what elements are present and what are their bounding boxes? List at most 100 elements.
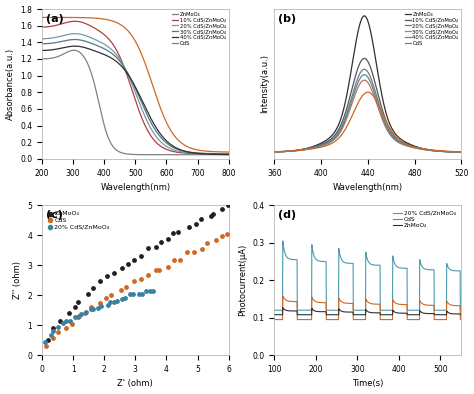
CdS: [200, 149, 206, 153]
20% CdS/ZnMoO₄: [458, 150, 464, 154]
CdS: [226, 150, 231, 154]
CdS: [96, 300, 104, 307]
20% CdS/ZnMoO₄: [90, 306, 97, 312]
X-axis label: Wavelength(nm): Wavelength(nm): [333, 183, 403, 192]
CdS: [75, 313, 83, 319]
ZnMoO₄: [192, 221, 200, 227]
20% CdS/ZnMoO₄: [74, 314, 82, 320]
CdS: [280, 294, 286, 298]
20% CdS/ZnMoO₄: [360, 67, 366, 72]
10% CdS/ZnMoO₄: [360, 56, 366, 61]
CdS: [155, 267, 163, 273]
ZnMoO₄: [71, 304, 79, 310]
ZnMoO₄: [407, 312, 412, 317]
30% CdS/ZnMoO₄: [454, 150, 460, 154]
20% CdS/ZnMoO₄: [362, 67, 367, 72]
ZnMoO₄: [374, 310, 380, 315]
Legend: ZnMoO₄, 10% CdS/ZnMoO₄, 20% CdS/ZnMoO₄, 30% CdS/ZnMoO₄, 40% CdS/ZnMoO₄, CdS: ZnMoO₄, 10% CdS/ZnMoO₄, 20% CdS/ZnMoO₄, …: [404, 12, 458, 46]
20% CdS/ZnMoO₄: [129, 291, 137, 297]
CdS: [374, 302, 380, 307]
CdS: [55, 329, 62, 335]
ZnMoO₄: [118, 265, 126, 271]
40% CdS/ZnMoO₄: [425, 148, 431, 152]
ZnMoO₄: [153, 152, 158, 157]
ZnMoO₄: [158, 152, 164, 157]
40% CdS/ZnMoO₄: [362, 72, 367, 77]
30% CdS/ZnMoO₄: [153, 128, 158, 133]
Line: ZnMoO₄: ZnMoO₄: [42, 50, 228, 155]
ZnMoO₄: [373, 58, 379, 63]
ZnMoO₄: [152, 243, 160, 250]
ZnMoO₄: [174, 229, 182, 235]
CdS: [330, 317, 336, 322]
20% CdS/ZnMoO₄: [41, 339, 49, 346]
CdS: [102, 295, 110, 301]
ZnMoO₄: [124, 261, 132, 268]
Line: 30% CdS/ZnMoO₄: 30% CdS/ZnMoO₄: [42, 39, 228, 154]
ZnMoO₄: [74, 299, 82, 305]
CdS: [144, 272, 151, 279]
20% CdS/ZnMoO₄: [135, 290, 142, 297]
ZnMoO₄: [458, 150, 464, 154]
X-axis label: Z' (ohm): Z' (ohm): [118, 379, 153, 388]
10% CdS/ZnMoO₄: [148, 133, 154, 138]
Text: (c): (c): [46, 210, 63, 220]
Line: 20% CdS/ZnMoO₄: 20% CdS/ZnMoO₄: [274, 69, 461, 152]
Line: 30% CdS/ZnMoO₄: 30% CdS/ZnMoO₄: [274, 80, 461, 152]
CdS: [212, 237, 220, 243]
CdS: [122, 284, 130, 290]
CdS: [272, 317, 277, 322]
X-axis label: Wavelength(nm): Wavelength(nm): [100, 183, 170, 192]
ZnMoO₄: [96, 278, 104, 284]
ZnMoO₄: [200, 152, 206, 157]
ZnMoO₄: [454, 150, 460, 154]
20% CdS/ZnMoO₄: [280, 239, 286, 243]
10% CdS/ZnMoO₄: [181, 151, 187, 155]
40% CdS/ZnMoO₄: [454, 150, 460, 154]
ZnMoO₄: [208, 213, 215, 219]
20% CdS/ZnMoO₄: [104, 301, 111, 308]
40% CdS/ZnMoO₄: [373, 95, 379, 100]
40% CdS/ZnMoO₄: [153, 125, 158, 129]
10% CdS/ZnMoO₄: [39, 25, 45, 30]
10% CdS/ZnMoO₄: [425, 147, 431, 152]
30% CdS/ZnMoO₄: [360, 78, 366, 83]
CdS: [272, 149, 277, 154]
40% CdS/ZnMoO₄: [158, 132, 164, 137]
CdS: [147, 76, 153, 81]
10% CdS/ZnMoO₄: [454, 150, 460, 154]
CdS: [203, 240, 211, 246]
X-axis label: Time(s): Time(s): [352, 379, 383, 388]
20% CdS/ZnMoO₄: [51, 35, 56, 40]
20% CdS/ZnMoO₄: [272, 149, 277, 154]
CdS: [454, 149, 460, 154]
20% CdS/ZnMoO₄: [146, 288, 154, 294]
ZnMoO₄: [383, 110, 389, 115]
20% CdS/ZnMoO₄: [407, 308, 412, 312]
40% CdS/ZnMoO₄: [200, 152, 206, 156]
CdS: [365, 90, 371, 95]
Line: 10% CdS/ZnMoO₄: 10% CdS/ZnMoO₄: [42, 21, 228, 154]
30% CdS/ZnMoO₄: [373, 99, 379, 104]
CdS: [152, 267, 159, 273]
20% CdS/ZnMoO₄: [148, 126, 154, 130]
30% CdS/ZnMoO₄: [362, 78, 367, 83]
ZnMoO₄: [157, 239, 164, 245]
Y-axis label: Intensity(a.u.): Intensity(a.u.): [260, 54, 269, 113]
CdS: [87, 303, 95, 310]
CdS: [117, 287, 125, 294]
40% CdS/ZnMoO₄: [383, 124, 389, 128]
40% CdS/ZnMoO₄: [272, 149, 277, 154]
Y-axis label: Z'' (ohm): Z'' (ohm): [13, 261, 22, 299]
20% CdS/ZnMoO₄: [158, 140, 164, 145]
20% CdS/ZnMoO₄: [50, 328, 57, 334]
CdS: [410, 317, 415, 322]
20% CdS/ZnMoO₄: [121, 295, 129, 301]
10% CdS/ZnMoO₄: [200, 151, 206, 156]
ZnMoO₄: [362, 13, 367, 18]
40% CdS/ZnMoO₄: [226, 152, 231, 157]
CdS: [191, 249, 198, 255]
20% CdS/ZnMoO₄: [48, 332, 55, 338]
30% CdS/ZnMoO₄: [51, 41, 56, 45]
20% CdS/ZnMoO₄: [110, 299, 118, 305]
